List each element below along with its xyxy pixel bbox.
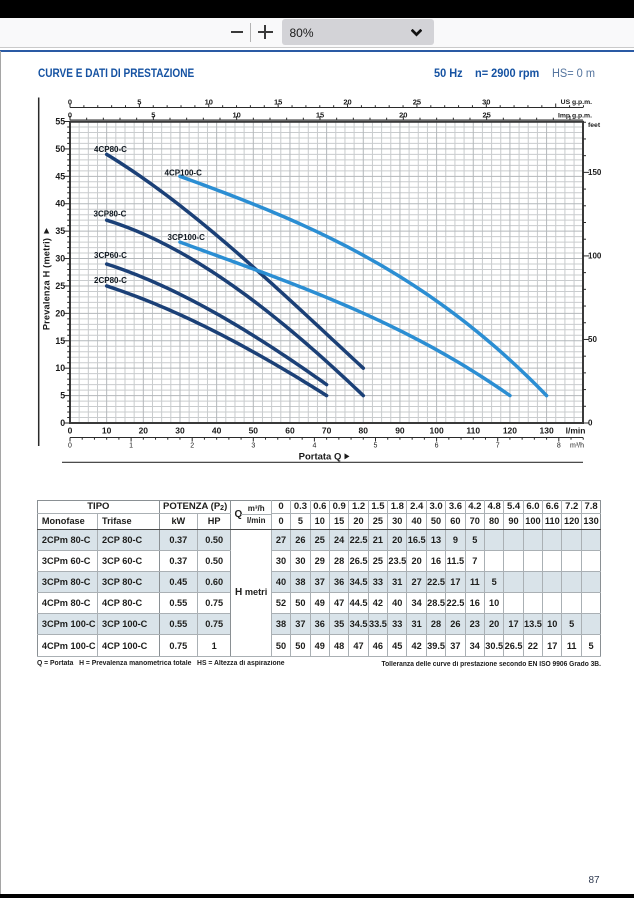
svg-text:l/min: l/min xyxy=(566,426,586,436)
svg-text:2CP80-C: 2CP80-C xyxy=(94,276,127,285)
svg-text:55: 55 xyxy=(55,117,65,127)
svg-text:100: 100 xyxy=(430,426,444,436)
svg-text:5: 5 xyxy=(60,391,65,401)
svg-text:20: 20 xyxy=(139,426,149,436)
svg-text:7: 7 xyxy=(496,443,500,450)
svg-text:110: 110 xyxy=(466,426,480,436)
svg-text:3CP100-C: 3CP100-C xyxy=(168,233,206,242)
svg-text:5: 5 xyxy=(374,443,378,450)
svg-text:80: 80 xyxy=(359,426,369,436)
svg-text:120: 120 xyxy=(503,426,517,436)
svg-text:15: 15 xyxy=(55,336,65,346)
svg-text:m³/h: m³/h xyxy=(570,443,584,450)
svg-text:100: 100 xyxy=(588,251,602,260)
svg-text:Prevalenza H (metri): Prevalenza H (metri) xyxy=(42,238,52,330)
svg-text:0: 0 xyxy=(68,426,73,436)
svg-text:10: 10 xyxy=(232,110,240,119)
svg-text:45: 45 xyxy=(55,171,65,181)
svg-text:10: 10 xyxy=(55,363,65,373)
svg-text:60: 60 xyxy=(285,426,295,436)
svg-text:50: 50 xyxy=(249,426,259,436)
svg-text:feet: feet xyxy=(588,122,601,129)
svg-text:50: 50 xyxy=(588,335,597,344)
svg-text:4CP100-C: 4CP100-C xyxy=(165,169,203,178)
svg-text:8: 8 xyxy=(557,443,561,450)
svg-text:1: 1 xyxy=(129,443,133,450)
svg-text:130: 130 xyxy=(539,426,553,436)
svg-text:30: 30 xyxy=(55,254,65,264)
svg-text:0: 0 xyxy=(68,110,72,119)
svg-text:50: 50 xyxy=(55,144,65,154)
svg-text:Portata Q: Portata Q xyxy=(299,452,342,463)
svg-text:5: 5 xyxy=(151,110,155,119)
svg-text:Imp g.p.m.: Imp g.p.m. xyxy=(558,113,592,120)
svg-text:35: 35 xyxy=(55,226,65,236)
svg-text:4: 4 xyxy=(312,443,316,450)
svg-text:25: 25 xyxy=(413,98,421,107)
svg-text:150: 150 xyxy=(588,168,602,177)
svg-text:20: 20 xyxy=(399,110,407,119)
svg-text:40: 40 xyxy=(55,199,65,209)
svg-text:70: 70 xyxy=(322,426,332,436)
svg-text:20: 20 xyxy=(55,308,65,318)
svg-text:15: 15 xyxy=(274,98,282,107)
svg-text:3: 3 xyxy=(251,443,255,450)
svg-text:20: 20 xyxy=(343,98,351,107)
svg-text:0: 0 xyxy=(588,419,593,428)
svg-text:0: 0 xyxy=(68,443,72,450)
svg-text:0: 0 xyxy=(68,98,72,107)
svg-text:10: 10 xyxy=(205,98,213,107)
svg-text:4CP80-C: 4CP80-C xyxy=(94,145,127,154)
svg-text:30: 30 xyxy=(482,98,490,107)
svg-text:3CP60-C: 3CP60-C xyxy=(94,251,127,260)
svg-text:40: 40 xyxy=(212,426,222,436)
svg-text:5: 5 xyxy=(137,98,141,107)
svg-text:2: 2 xyxy=(190,443,194,450)
svg-text:0: 0 xyxy=(60,418,65,428)
svg-text:3CP80-C: 3CP80-C xyxy=(94,210,127,219)
svg-text:US g.p.m.: US g.p.m. xyxy=(561,99,592,106)
svg-text:25: 25 xyxy=(482,110,490,119)
svg-text:25: 25 xyxy=(55,281,65,291)
svg-text:15: 15 xyxy=(316,110,324,119)
svg-text:10: 10 xyxy=(102,426,112,436)
svg-text:90: 90 xyxy=(395,426,405,436)
svg-text:6: 6 xyxy=(435,443,439,450)
svg-text:30: 30 xyxy=(175,426,185,436)
